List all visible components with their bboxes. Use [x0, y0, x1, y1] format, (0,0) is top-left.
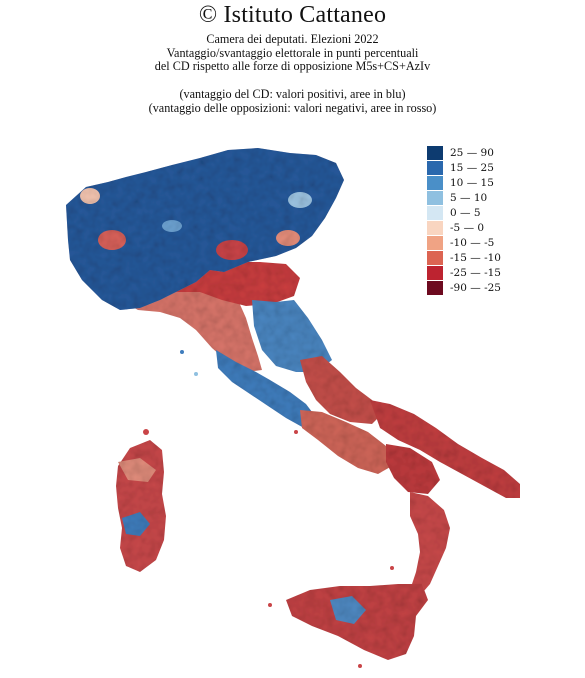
- legend-item: 0 — 5: [427, 206, 537, 220]
- map-subtitle: Camera dei deputati. Elezioni 2022 Vanta…: [0, 32, 585, 74]
- legend-label: -90 — -25: [450, 282, 501, 294]
- mainland-region: [120, 262, 520, 598]
- legend-label: 25 — 90: [450, 147, 494, 159]
- note-line-1: (vantaggio del CD: valori positivi, aree…: [179, 87, 406, 101]
- legend-swatch: [427, 266, 443, 280]
- subtitle-line-1: Camera dei deputati. Elezioni 2022: [206, 32, 379, 46]
- legend-swatch: [427, 161, 443, 175]
- subtitle-line-2: Vantaggio/svantaggio elettorale in punti…: [166, 45, 419, 60]
- legend-swatch: [427, 191, 443, 205]
- subtitle-line-3: del CD rispetto alle forze di opposizion…: [154, 59, 431, 74]
- legend-swatch: [427, 236, 443, 250]
- note-line-2: (vantaggio delle opposizioni: valori neg…: [148, 100, 437, 115]
- legend-swatch: [427, 176, 443, 190]
- sicily-region: [286, 584, 428, 660]
- legend-item: -5 — 0: [427, 221, 537, 235]
- legend-label: 5 — 10: [450, 192, 488, 204]
- legend-label: -5 — 0: [450, 222, 485, 234]
- legend-item: -25 — -15: [427, 266, 537, 280]
- legend-swatch: [427, 146, 443, 160]
- legend-item: 25 — 90: [427, 146, 537, 160]
- legend-swatch: [427, 221, 443, 235]
- map-note: (vantaggio del CD: valori positivi, aree…: [0, 87, 585, 115]
- legend-item: 5 — 10: [427, 191, 537, 205]
- page-title: © Istituto Cattaneo: [198, 2, 387, 28]
- legend-item: -15 — -10: [427, 251, 537, 265]
- minor-islands: [143, 350, 394, 668]
- legend-label: -15 — -10: [450, 252, 501, 264]
- legend-label: 15 — 25: [450, 162, 494, 174]
- legend-label: -10 — -5: [450, 237, 495, 249]
- legend-item: 15 — 25: [427, 161, 537, 175]
- legend-swatch: [427, 251, 443, 265]
- legend-label: 10 — 15: [450, 177, 494, 189]
- sardinia-region: [116, 440, 166, 572]
- legend-swatch: [427, 281, 443, 295]
- legend-item: -10 — -5: [427, 236, 537, 250]
- legend-item: -90 — -25: [427, 281, 537, 295]
- legend-label: 0 — 5: [450, 207, 481, 219]
- legend-label: -25 — -15: [450, 267, 501, 279]
- legend-swatch: [427, 206, 443, 220]
- legend-item: 10 — 15: [427, 176, 537, 190]
